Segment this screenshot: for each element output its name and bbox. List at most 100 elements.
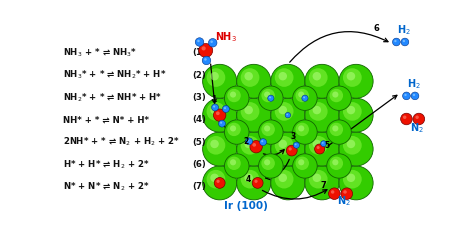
Circle shape xyxy=(285,113,291,118)
Circle shape xyxy=(241,170,259,189)
Text: 2NH* + * ⇌ N$_2$ + H$_2$ + 2*: 2NH* + * ⇌ N$_2$ + H$_2$ + 2* xyxy=(63,135,181,148)
Text: (6): (6) xyxy=(192,159,206,168)
Circle shape xyxy=(237,166,271,200)
Circle shape xyxy=(241,69,259,87)
Circle shape xyxy=(225,154,249,178)
Circle shape xyxy=(309,136,328,155)
Circle shape xyxy=(247,140,249,142)
Circle shape xyxy=(322,142,324,144)
Circle shape xyxy=(329,90,343,103)
Circle shape xyxy=(402,93,410,100)
Circle shape xyxy=(346,106,355,115)
Circle shape xyxy=(201,47,206,51)
Circle shape xyxy=(219,121,226,128)
Circle shape xyxy=(279,106,287,115)
Circle shape xyxy=(303,97,305,99)
Circle shape xyxy=(339,166,373,200)
Circle shape xyxy=(315,144,325,154)
Circle shape xyxy=(222,106,229,113)
Circle shape xyxy=(258,87,283,111)
Circle shape xyxy=(252,178,263,188)
Circle shape xyxy=(207,170,225,189)
Circle shape xyxy=(207,136,225,155)
Circle shape xyxy=(268,96,274,102)
Circle shape xyxy=(252,143,256,147)
Text: 1: 1 xyxy=(211,95,216,104)
Circle shape xyxy=(279,140,287,149)
Circle shape xyxy=(202,99,237,133)
Circle shape xyxy=(241,136,259,155)
Circle shape xyxy=(245,106,253,115)
Text: N$_2$: N$_2$ xyxy=(337,193,351,207)
Circle shape xyxy=(403,41,405,43)
Circle shape xyxy=(309,103,328,121)
Circle shape xyxy=(264,92,270,98)
Text: (7): (7) xyxy=(192,182,206,191)
Circle shape xyxy=(227,157,241,170)
Circle shape xyxy=(331,190,334,194)
Circle shape xyxy=(202,65,237,99)
Circle shape xyxy=(302,96,308,102)
Circle shape xyxy=(210,140,219,149)
Text: 6: 6 xyxy=(373,24,379,33)
Circle shape xyxy=(312,140,321,149)
Circle shape xyxy=(216,112,219,116)
Circle shape xyxy=(343,170,362,189)
Circle shape xyxy=(237,65,271,99)
Circle shape xyxy=(312,106,321,115)
Circle shape xyxy=(295,144,297,146)
Circle shape xyxy=(225,87,249,111)
Circle shape xyxy=(343,103,362,121)
Circle shape xyxy=(211,104,219,112)
Text: (5): (5) xyxy=(192,137,206,146)
Circle shape xyxy=(404,94,407,97)
Circle shape xyxy=(275,136,293,155)
Text: NH$_2$* + * ⇌ NH* + H*: NH$_2$* + * ⇌ NH* + H* xyxy=(63,91,163,103)
Text: 5: 5 xyxy=(324,140,329,149)
Text: (3): (3) xyxy=(192,93,206,101)
Circle shape xyxy=(237,133,271,166)
Text: NH$_3$* + * ⇌ NH$_2$* + H*: NH$_3$* + * ⇌ NH$_2$* + H* xyxy=(63,68,167,81)
Circle shape xyxy=(246,138,253,145)
Circle shape xyxy=(305,65,339,99)
Text: NH* + * ⇌ N* + H*: NH* + * ⇌ N* + H* xyxy=(63,115,149,124)
Circle shape xyxy=(292,154,317,178)
Circle shape xyxy=(202,57,211,65)
Circle shape xyxy=(327,120,351,145)
Text: H$_2$: H$_2$ xyxy=(407,76,421,90)
Circle shape xyxy=(261,157,275,170)
Circle shape xyxy=(275,69,293,87)
Circle shape xyxy=(289,148,292,151)
Text: (1): (1) xyxy=(192,48,206,57)
Circle shape xyxy=(329,123,343,136)
Circle shape xyxy=(298,92,304,98)
Circle shape xyxy=(245,174,253,182)
Circle shape xyxy=(286,146,297,156)
Circle shape xyxy=(227,90,241,103)
Circle shape xyxy=(320,141,327,147)
Circle shape xyxy=(279,174,287,182)
Circle shape xyxy=(245,73,253,81)
Circle shape xyxy=(213,106,215,108)
Circle shape xyxy=(295,123,309,136)
Circle shape xyxy=(317,146,319,149)
Circle shape xyxy=(286,114,288,116)
Circle shape xyxy=(309,69,328,87)
Circle shape xyxy=(258,120,283,145)
Circle shape xyxy=(225,120,249,145)
Circle shape xyxy=(346,174,355,182)
Circle shape xyxy=(230,160,236,166)
Circle shape xyxy=(255,180,258,183)
Circle shape xyxy=(261,90,275,103)
Circle shape xyxy=(269,97,271,99)
Circle shape xyxy=(312,174,321,182)
Circle shape xyxy=(401,39,409,47)
Circle shape xyxy=(343,190,347,194)
Circle shape xyxy=(312,73,321,81)
Circle shape xyxy=(328,188,340,200)
Text: H$_2$: H$_2$ xyxy=(397,23,411,37)
Circle shape xyxy=(209,39,217,48)
Text: 7: 7 xyxy=(320,180,326,189)
Text: 3: 3 xyxy=(291,132,296,141)
Circle shape xyxy=(305,133,339,166)
